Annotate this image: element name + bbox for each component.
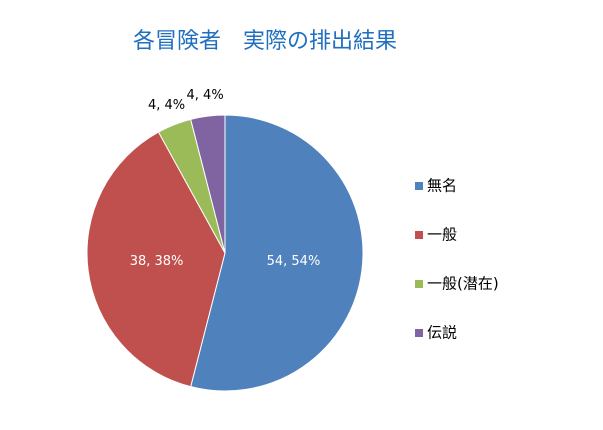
chart-title: 各冒険者 実際の排出結果 xyxy=(133,29,397,54)
pie-slice xyxy=(86,131,226,388)
legend-swatch xyxy=(415,329,423,337)
legend-swatch xyxy=(415,231,423,239)
data-label: 54, 54% xyxy=(267,254,321,269)
legend-swatch xyxy=(415,182,423,190)
pie-slice xyxy=(190,114,364,392)
data-label: 4, 4% xyxy=(187,88,224,103)
legend-label: 伝説 xyxy=(427,324,457,342)
legend-label: 一般(潜在) xyxy=(427,275,499,293)
pie-slice xyxy=(190,114,226,254)
data-label: 38, 38% xyxy=(130,254,184,269)
legend-label: 一般 xyxy=(427,226,457,244)
data-label: 4, 4% xyxy=(148,98,185,113)
legend-label: 無名 xyxy=(427,177,457,195)
legend-swatch xyxy=(415,280,423,288)
